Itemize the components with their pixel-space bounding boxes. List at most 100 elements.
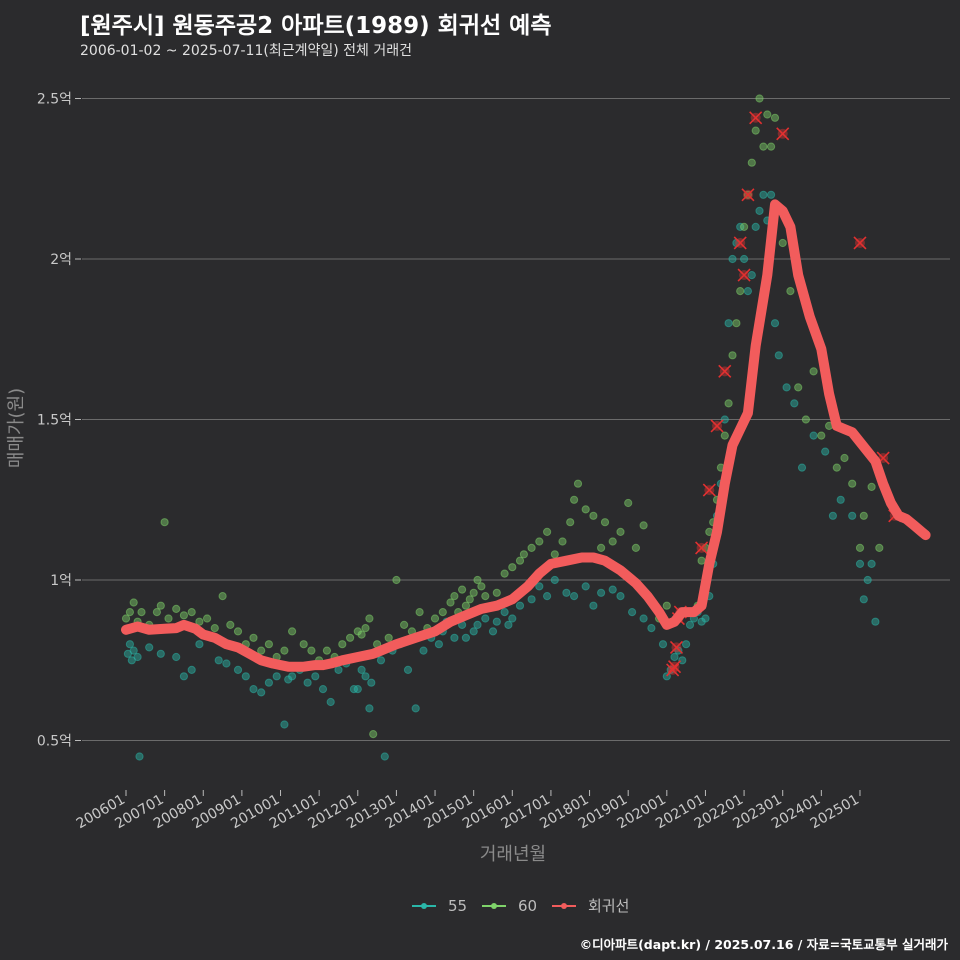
point-55-62 [535, 582, 544, 591]
point-60-76 [616, 527, 625, 537]
point-55-44 [419, 646, 428, 655]
legend-label-1: 60 [518, 897, 537, 915]
point-60-68 [566, 518, 575, 527]
point-60-103 [767, 142, 776, 151]
point-60-113 [840, 453, 849, 463]
point-55-17 [249, 685, 258, 694]
legend-swatch-dot-2 [561, 903, 567, 909]
point-60-37 [369, 730, 378, 739]
highlight-x-9 [733, 236, 747, 250]
legend: 55 60 회귀선 [412, 897, 629, 915]
point-60-47 [446, 598, 455, 607]
point-55-106 [770, 319, 780, 328]
series-55-points [123, 190, 880, 761]
point-55-117 [859, 595, 868, 604]
point-60-18 [233, 627, 243, 636]
highlight-x-8 [718, 364, 732, 378]
point-55-98 [740, 254, 749, 264]
point-60-21 [257, 646, 266, 655]
regression-line [121, 199, 931, 672]
point-60-14 [203, 614, 212, 623]
x-tick-labels: 2006012007012008012009012010012011012012… [74, 790, 862, 832]
point-60-10 [172, 604, 181, 614]
point-55-1 [125, 640, 134, 649]
point-60-79 [639, 521, 648, 530]
point-55-10 [187, 665, 196, 675]
point-60-11 [179, 611, 188, 620]
point-55-52 [469, 627, 478, 636]
point-60-95 [736, 287, 745, 296]
point-60-99 [751, 126, 760, 135]
point-60-59 [500, 569, 509, 578]
point-60-72 [589, 511, 598, 520]
point-55-53 [473, 620, 482, 630]
point-60-62 [519, 550, 529, 559]
highlight-x-14 [853, 236, 867, 250]
point-60-67 [558, 537, 567, 546]
point-55-75 [658, 640, 668, 649]
point-55-107 [774, 351, 783, 360]
point-60-70 [573, 479, 583, 488]
point-55-116 [855, 559, 865, 569]
point-60-63 [527, 543, 536, 553]
point-55-57 [500, 608, 509, 617]
point-60-36 [365, 614, 374, 623]
point-60-52 [465, 595, 474, 604]
point-55-58 [504, 620, 513, 630]
point-55-119 [867, 559, 876, 569]
point-55-63 [543, 592, 552, 601]
point-55-102 [755, 206, 764, 215]
point-55-36 [367, 678, 376, 687]
regression-line-path [121, 199, 931, 672]
point-55-49 [450, 633, 459, 642]
point-60-7 [156, 601, 165, 610]
point-55-94 [724, 319, 733, 328]
point-55-20 [272, 672, 281, 681]
point-60-60 [508, 563, 517, 572]
point-60-66 [550, 550, 559, 559]
point-60-64 [535, 537, 544, 546]
point-60-51 [461, 601, 470, 610]
point-55-81 [682, 640, 691, 649]
point-55-87 [701, 614, 710, 623]
footer-credit: ©디아파트(dapt.kr) / 2025.07.16 / 자료=국토교통부 실… [579, 937, 948, 952]
y-tick-label: 2.5억 [37, 92, 72, 108]
point-60-115 [855, 543, 865, 553]
y-axis-title: 매매가(원) [6, 388, 27, 468]
point-60-81 [662, 601, 671, 610]
point-55-115 [848, 511, 857, 520]
point-60-24 [280, 646, 289, 655]
point-60-26 [299, 640, 308, 649]
point-60-75 [608, 537, 617, 546]
highlight-x-6 [702, 483, 716, 497]
point-60-78 [631, 543, 641, 553]
chart-title: [원주시] 원동주공2 아파트(1989) 회귀선 예측 [80, 13, 552, 39]
point-55-5 [135, 752, 144, 761]
point-55-113 [828, 511, 838, 520]
point-55-46 [434, 640, 443, 649]
point-60-29 [322, 646, 331, 655]
point-55-35 [365, 704, 374, 713]
point-60-41 [400, 620, 409, 630]
point-55-34 [361, 672, 370, 681]
point-55-93 [720, 415, 729, 424]
point-60-112 [832, 463, 841, 472]
point-55-74 [647, 624, 656, 633]
point-55-6 [145, 643, 154, 652]
x-axis-title: 거래년월 [480, 844, 546, 865]
point-60-48 [450, 592, 459, 601]
point-55-59 [508, 614, 517, 623]
point-55-111 [809, 431, 818, 440]
point-55-61 [527, 595, 536, 604]
point-60-104 [770, 113, 780, 122]
point-60-98 [747, 158, 756, 167]
point-60-45 [430, 614, 440, 623]
point-55-71 [616, 592, 625, 601]
point-55-39 [380, 752, 389, 761]
series-60-points [121, 94, 884, 739]
point-55-51 [461, 633, 470, 642]
point-60-117 [867, 482, 876, 491]
point-55-66 [570, 592, 579, 601]
point-55-42 [403, 665, 413, 675]
point-55-100 [747, 271, 756, 280]
